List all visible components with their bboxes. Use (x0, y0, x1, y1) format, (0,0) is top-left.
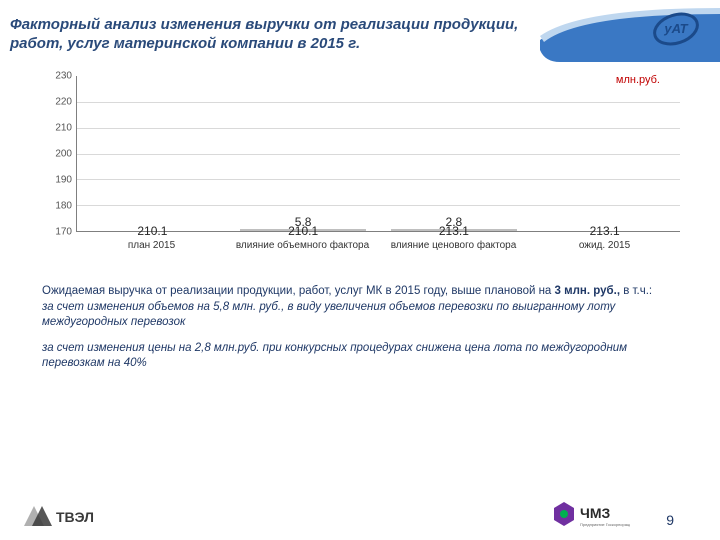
svg-text:Предприятие Госкорпорации «РОС: Предприятие Госкорпорации «РОСАТОМ» (580, 522, 630, 527)
logo-top: уАТ (650, 6, 702, 52)
y-tick-label: 230 (55, 71, 72, 82)
commentary-line-1: Ожидаемая выручка от реализации продукци… (42, 284, 678, 300)
x-tick-label: план 2015 (76, 236, 227, 266)
commentary-text: Ожидаемая выручка от реализации продукци… (42, 285, 555, 297)
commentary-line-2: за счет изменения объемов на 5,8 млн. ру… (42, 300, 678, 331)
y-tick-label: 200 (55, 149, 72, 160)
plot-area: 210.1210.15.8213.12.8213.1 (76, 76, 680, 232)
page-number: 9 (666, 512, 674, 528)
page-title: Факторный анализ изменения выручки от ре… (0, 8, 540, 54)
commentary-text: в т.ч.: (620, 285, 652, 297)
waterfall-chart: 170180190200210220230 210.1210.15.8213.1… (30, 76, 690, 266)
logo-bottom-right: ЧМЗ Предприятие Госкорпорации «РОСАТОМ» (554, 498, 630, 530)
x-tick-label: ожид. 2015 (529, 236, 680, 266)
gridline (77, 179, 680, 180)
y-axis: 170180190200210220230 (30, 76, 74, 232)
bar-value-label: 5.8 (240, 215, 367, 231)
x-tick-label: влияние ценового фактора (378, 236, 529, 266)
bar-value-label: 2.8 (391, 215, 518, 231)
commentary-block: Ожидаемая выручка от реализации продукци… (42, 284, 678, 372)
x-tick-label: влияние объемного фактора (227, 236, 378, 266)
y-tick-label: 180 (55, 201, 72, 212)
logo-bl-text: ТВЭЛ (56, 509, 94, 525)
commentary-line-3: за счет изменения цены на 2,8 млн.руб. п… (42, 341, 678, 372)
y-tick-label: 220 (55, 97, 72, 108)
y-tick-label: 210 (55, 123, 72, 134)
y-tick-label: 170 (55, 227, 72, 238)
y-tick-label: 190 (55, 175, 72, 186)
commentary-bold: 3 млн. руб., (555, 285, 621, 297)
logo-br-text: ЧМЗ (580, 505, 610, 521)
logo-bottom-left: ТВЭЛ (22, 500, 112, 530)
x-axis-labels: план 2015влияние объемного факторавлияни… (76, 236, 680, 266)
logo-top-text: уАТ (663, 21, 688, 36)
chart-container: млн.руб. 170180190200210220230 210.1210.… (30, 76, 690, 266)
gridline (77, 205, 680, 206)
header: Факторный анализ изменения выручки от ре… (0, 0, 720, 62)
gridline (77, 154, 680, 155)
gridline (77, 102, 680, 103)
gridline (77, 128, 680, 129)
